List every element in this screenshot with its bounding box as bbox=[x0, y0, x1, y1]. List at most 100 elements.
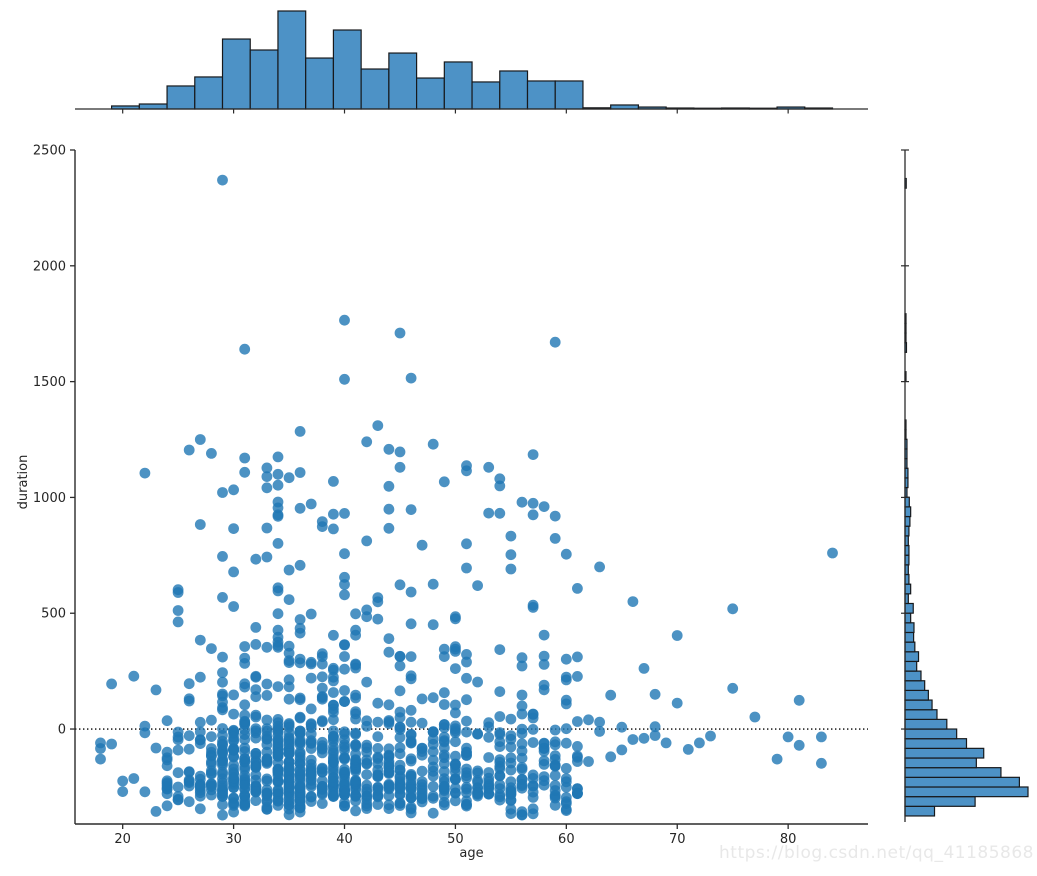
y-tick-label: 0 bbox=[58, 723, 66, 738]
scatter-point bbox=[316, 798, 328, 809]
scatter-point bbox=[705, 730, 716, 742]
scatter-point bbox=[461, 770, 472, 782]
scatter-point bbox=[450, 795, 461, 807]
scatter-point bbox=[339, 589, 350, 601]
scatter-point bbox=[572, 716, 583, 727]
right-histogram-bar bbox=[904, 699, 933, 711]
right-histogram-bar bbox=[904, 757, 977, 769]
scatter-point bbox=[350, 624, 361, 636]
scatter-point bbox=[427, 781, 439, 792]
scatter-point bbox=[394, 579, 406, 591]
scatter-point bbox=[394, 651, 406, 662]
y-axis-label: duration bbox=[16, 454, 31, 510]
scatter-point bbox=[394, 742, 406, 753]
scatter-point bbox=[328, 671, 339, 683]
scatter-point bbox=[316, 775, 328, 787]
scatter-point bbox=[183, 678, 195, 690]
scatter-point bbox=[161, 800, 173, 812]
scatter-point bbox=[505, 741, 517, 753]
scatter-point bbox=[161, 760, 173, 772]
scatter-point bbox=[472, 775, 483, 786]
scatter-point bbox=[339, 752, 350, 763]
scatter-point bbox=[228, 744, 240, 756]
scatter-point bbox=[261, 733, 273, 745]
scatter-point bbox=[494, 729, 506, 740]
scatter-point bbox=[294, 781, 306, 793]
scatter-point bbox=[405, 586, 417, 598]
right-histogram-bar bbox=[904, 515, 911, 527]
scatter-point bbox=[450, 723, 461, 734]
scatter-point bbox=[405, 801, 417, 813]
scatter-point bbox=[228, 759, 240, 771]
scatter-point bbox=[372, 613, 384, 625]
scatter-point bbox=[572, 783, 583, 794]
scatter-point bbox=[305, 656, 317, 668]
scatter-point bbox=[516, 738, 528, 750]
scatter-point bbox=[494, 770, 506, 782]
scatter-point bbox=[383, 766, 395, 778]
scatter-point bbox=[416, 717, 428, 729]
scatter-point bbox=[194, 781, 206, 793]
scatter-point bbox=[527, 780, 539, 792]
scatter-point bbox=[649, 688, 661, 700]
scatter-point bbox=[405, 783, 417, 794]
scatter-point bbox=[294, 694, 306, 706]
right-histogram-bar bbox=[904, 747, 985, 759]
scatter-point bbox=[549, 724, 561, 736]
scatter-point bbox=[316, 671, 328, 683]
scatter-point bbox=[560, 737, 572, 749]
scatter-point bbox=[416, 765, 428, 777]
watermark-text: https://blog.csdn.net/qq_41185868 bbox=[719, 843, 1034, 863]
scatter-point bbox=[450, 773, 461, 784]
right-histogram-bar bbox=[904, 776, 1020, 788]
scatter-point bbox=[350, 790, 361, 801]
scatter-point bbox=[494, 711, 506, 722]
scatter-point bbox=[361, 769, 373, 780]
y-tick-label: 500 bbox=[41, 607, 66, 622]
scatter-point bbox=[305, 718, 317, 730]
scatter-point bbox=[494, 473, 506, 485]
scatter-point bbox=[339, 767, 350, 778]
scatter-point bbox=[283, 748, 295, 760]
scatter-point bbox=[494, 741, 506, 752]
scatter-point bbox=[261, 714, 273, 726]
right-histogram-bar bbox=[904, 680, 926, 692]
scatter-point bbox=[461, 649, 472, 660]
top-histogram-bar bbox=[443, 61, 473, 110]
scatter-point bbox=[339, 571, 350, 583]
scatter-point bbox=[250, 639, 262, 650]
scatter-point bbox=[95, 743, 106, 754]
right-histogram-bar bbox=[904, 805, 936, 817]
scatter-point bbox=[427, 619, 439, 631]
scatter-point bbox=[194, 790, 206, 802]
scatter-point bbox=[427, 738, 439, 750]
scatter-point bbox=[616, 744, 628, 756]
scatter-point bbox=[316, 693, 328, 705]
x-tick-label: 50 bbox=[447, 832, 464, 847]
scatter-point bbox=[172, 767, 184, 779]
scatter-point bbox=[516, 689, 528, 701]
scatter-point bbox=[283, 809, 295, 821]
scatter-point bbox=[239, 452, 251, 464]
scatter-point bbox=[549, 799, 561, 811]
scatter-point bbox=[294, 794, 306, 806]
scatter-point bbox=[239, 699, 251, 711]
scatter-point bbox=[128, 670, 140, 682]
scatter-point bbox=[405, 704, 417, 716]
scatter-point bbox=[372, 784, 384, 796]
scatter-point bbox=[383, 749, 395, 761]
scatter-point bbox=[239, 746, 251, 757]
scatter-point bbox=[616, 721, 628, 733]
right-histogram-bar bbox=[904, 689, 929, 701]
scatter-point bbox=[217, 809, 228, 821]
scatter-point bbox=[350, 741, 361, 752]
scatter-point bbox=[438, 643, 450, 655]
scatter-point bbox=[150, 684, 162, 696]
scatter-point bbox=[450, 707, 461, 719]
scatter-point bbox=[328, 687, 339, 698]
scatter-point bbox=[405, 618, 417, 630]
scatter-point bbox=[294, 739, 306, 750]
scatter-point bbox=[250, 761, 262, 773]
scatter-point bbox=[549, 750, 561, 762]
